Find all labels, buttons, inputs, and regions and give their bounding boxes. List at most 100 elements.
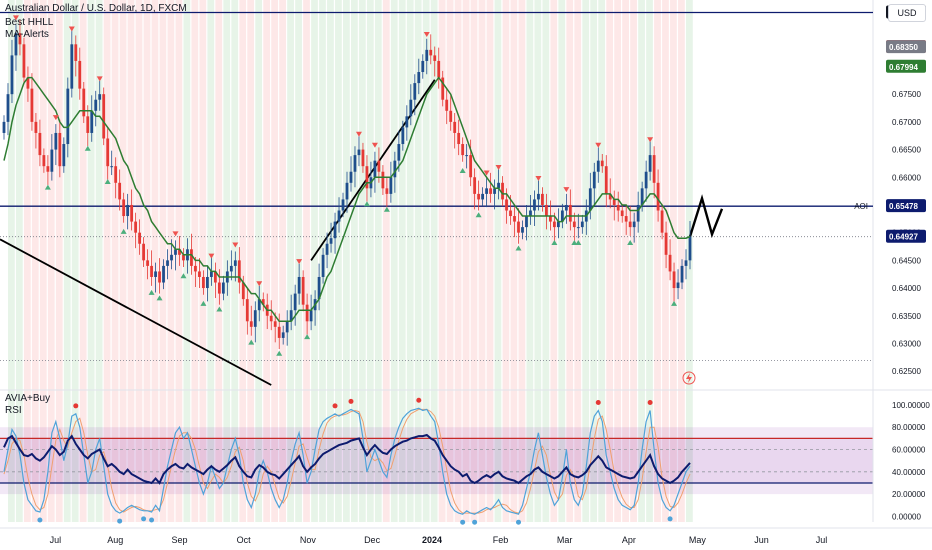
ma-line [3, 76, 691, 323]
trend-lines [0, 79, 724, 386]
candle-body [114, 166, 118, 183]
signal-stripe [103, 0, 111, 522]
candle-body [688, 236, 692, 261]
candle-body [241, 282, 245, 300]
oscillator-tick-label: 40.00000 [892, 468, 926, 477]
buy-arrow [104, 179, 111, 185]
candle-body [469, 155, 473, 178]
buy-arrow [459, 167, 466, 173]
price-tick-label: 0.67000 [892, 118, 921, 127]
candle-body [46, 166, 50, 172]
candle-body [493, 188, 496, 194]
signal-stripe [87, 0, 95, 522]
candle-body [676, 282, 680, 289]
moving-average [3, 76, 691, 323]
candle-body [142, 243, 145, 261]
candle-body [309, 310, 313, 322]
candle-body [521, 227, 524, 233]
sell-arrow [563, 187, 570, 193]
price-tick-label: 0.64500 [892, 256, 921, 265]
signal-background-stripes [7, 0, 693, 522]
candle-body [604, 166, 608, 194]
candle-body [285, 321, 289, 333]
buy-arrow [627, 239, 634, 245]
candle-body [329, 238, 333, 244]
price-tick-label: 0.67500 [892, 90, 921, 99]
buy-arrow [515, 245, 522, 251]
candle-body [233, 260, 237, 266]
candle-body [166, 260, 169, 266]
candle-body [449, 110, 453, 122]
candle-body [301, 276, 305, 305]
sell-arrow [296, 259, 303, 265]
time-tick-label: Oct [237, 535, 252, 545]
signal-stripe [398, 0, 406, 522]
signal-stripe [502, 0, 510, 522]
indicator-rsi[interactable]: RSI [5, 405, 22, 416]
oscillator-tick-label: 100.00000 [892, 401, 930, 410]
candle-body [576, 227, 580, 229]
signal-stripe [247, 0, 255, 522]
indicator-ma-alerts[interactable]: MA-Alerts [5, 29, 49, 40]
candle-body [209, 271, 213, 277]
signal-stripe [662, 0, 669, 522]
signal-stripe [462, 0, 470, 522]
symbol-title[interactable]: Australian Dollar / U.S. Dollar, 1D, FXC… [5, 3, 187, 14]
time-tick-label: Nov [300, 535, 317, 545]
signal-stripe [31, 0, 39, 522]
candle-body [624, 216, 628, 222]
sell-arrow [256, 281, 263, 287]
signal-stripe [406, 0, 414, 522]
price-label: 0.64927 [889, 233, 918, 242]
descending-trendline [0, 238, 272, 386]
signal-stripe [223, 0, 231, 522]
candle-body [66, 88, 70, 145]
candle-body [509, 210, 512, 217]
candle-body [98, 94, 102, 100]
buy-arrow [200, 300, 207, 306]
candle-body [437, 60, 441, 78]
time-tick-label: 2024 [422, 535, 442, 545]
sell-arrow [172, 231, 179, 237]
candle-body [572, 221, 576, 228]
candle-body [281, 332, 285, 338]
indicator-avia-buy[interactable]: AVIA+Buy [5, 393, 51, 404]
candle-body [608, 193, 612, 200]
candle-body [429, 49, 433, 56]
signal-stripe [79, 0, 87, 522]
sell-arrow [423, 32, 430, 38]
signal-stripe [39, 0, 47, 522]
buy-arrow [475, 212, 482, 218]
candle-body [461, 144, 465, 156]
price-tick-label: 0.63500 [892, 312, 921, 321]
signal-stripe [287, 0, 294, 522]
signal-stripe [414, 0, 422, 522]
candle-body [365, 166, 369, 189]
candle-body [62, 144, 66, 167]
oscillator-tick-label: 20.00000 [892, 490, 926, 499]
oscillator-tick-label: 80.00000 [892, 423, 926, 432]
lightning-bolt-icon [686, 373, 692, 383]
sell-arrow [647, 137, 654, 143]
price-axis[interactable]: 0.625000.630000.635000.640000.645000.650… [854, 5, 926, 377]
signal-stripe [111, 0, 119, 522]
indicator-best-hhll[interactable]: Best HHLL [5, 17, 54, 28]
buy-arrow [148, 289, 155, 295]
candle-body [636, 204, 640, 222]
candle-body [537, 193, 540, 200]
time-axis[interactable]: Jul Aug Sep Oct Nov Dec 2024 Feb Mar Apr May Jun Jul [0, 527, 932, 545]
candle-body [150, 265, 153, 277]
signal-stripe [207, 0, 215, 522]
signal-stripe [494, 0, 502, 522]
signal-stripe [119, 0, 127, 522]
candle-body [305, 304, 309, 322]
signal-stripe [374, 0, 382, 522]
signal-stripe [654, 0, 661, 522]
sell-arrow [208, 253, 215, 259]
currency-button[interactable]: USD [888, 4, 926, 22]
time-tick-label: Feb [493, 535, 509, 545]
candle-body [497, 182, 500, 189]
candle-body [269, 315, 273, 322]
oversold-dot [37, 517, 43, 523]
